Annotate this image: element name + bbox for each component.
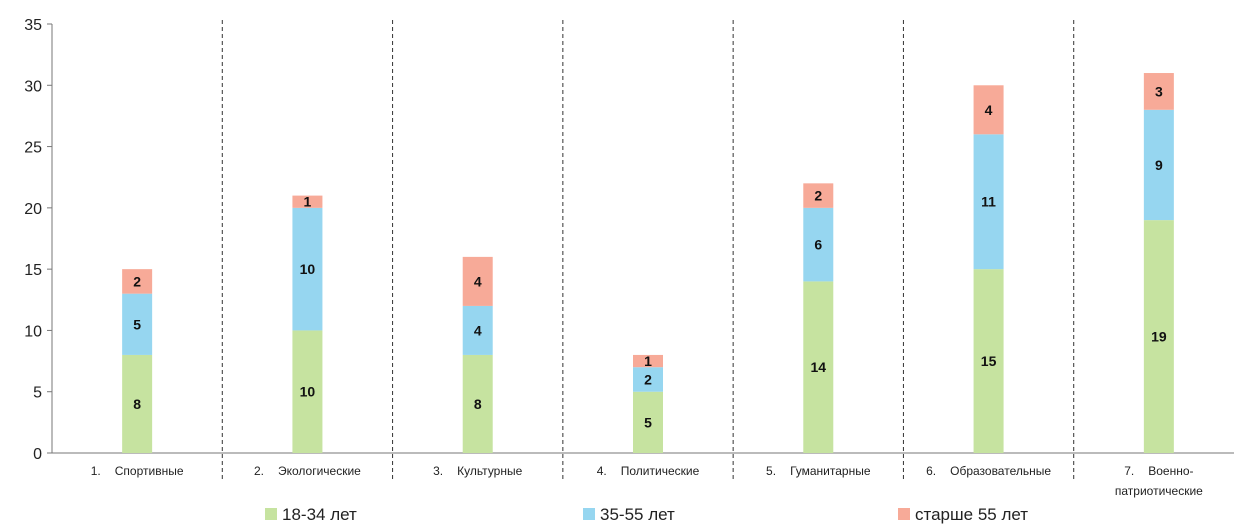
data-label: 1: [644, 353, 652, 369]
bar-segment: [292, 195, 323, 208]
bar-segment: [122, 269, 153, 294]
data-label: 14: [810, 359, 826, 375]
bar-segment: [1143, 220, 1174, 453]
data-label: 8: [133, 396, 141, 412]
y-tick-label: 20: [24, 201, 42, 218]
bar-segments: [122, 73, 1174, 453]
bar-segment: [803, 183, 834, 208]
legend-swatch: [265, 508, 277, 520]
data-label: 4: [474, 322, 482, 338]
y-tick-label: 30: [24, 78, 42, 95]
bar-segment: [973, 85, 1004, 135]
y-tick-label: 25: [24, 140, 42, 157]
bar-segment: [973, 269, 1004, 453]
data-label: 15: [981, 353, 997, 369]
x-tick-number: 1.: [91, 464, 101, 478]
legend: 18-34 лет 35-55 лет старше 55 лет: [265, 505, 1028, 524]
legend-label: старше 55 лет: [915, 505, 1028, 524]
data-label: 3: [1155, 83, 1163, 99]
x-tick-label: 5. Гуманитарные: [766, 464, 871, 478]
x-tick-number: 2.: [254, 464, 264, 478]
legend-label: 35-55 лет: [600, 505, 675, 524]
x-tick-label: 1. Спортивные: [91, 464, 184, 478]
y-tick-label: 5: [33, 385, 42, 402]
bar-segment: [1143, 73, 1174, 110]
data-label: 5: [133, 316, 141, 332]
x-tick-text-line-1: Военно-: [1148, 464, 1193, 478]
bar-segment: [633, 354, 663, 368]
bar-segment: [633, 367, 663, 392]
y-tick-label: 15: [24, 262, 42, 279]
x-tick-number: 5.: [766, 464, 776, 478]
bar-segment: [803, 281, 834, 453]
x-tick-text: Образовательные: [950, 464, 1051, 478]
bar-segment: [462, 354, 493, 453]
x-tick-text: Гуманитарные: [790, 464, 871, 478]
legend-swatch: [583, 508, 595, 520]
x-tick-number: 3.: [433, 464, 443, 478]
x-tick-label: 7. Военно-: [1124, 464, 1193, 478]
legend-swatch: [898, 508, 910, 520]
data-label: 5: [644, 414, 652, 430]
x-axis-tick-labels: 1. Спортивные 2. Экологические 3. Культурные 4…: [91, 464, 1203, 498]
bar-segment: [633, 391, 663, 453]
x-tick-text: Политические: [621, 464, 700, 478]
bar-segment: [292, 330, 323, 453]
bar-segment: [122, 293, 153, 355]
y-tick-label: 35: [24, 17, 42, 34]
bar-segment: [1143, 109, 1174, 221]
x-tick-label-line-2: патриотические: [1115, 484, 1203, 498]
data-label: 19: [1151, 329, 1167, 345]
y-tick-label: 10: [24, 323, 42, 340]
bar-segment: [462, 256, 493, 306]
x-tick-text: Спортивные: [115, 464, 184, 478]
data-label: 1: [304, 194, 312, 210]
bar-segment: [973, 134, 1004, 270]
y-axis-tick-labels: 0 5 10 15 20 25 30 35: [24, 17, 42, 463]
data-label: 8: [474, 396, 482, 412]
x-tick-number: 4.: [597, 464, 607, 478]
x-tick-label: 2. Экологические: [254, 464, 361, 478]
data-label: 2: [814, 188, 822, 204]
data-label: 10: [300, 261, 316, 277]
x-tick-number: 7.: [1124, 464, 1134, 478]
data-label: 11: [981, 194, 996, 210]
data-label: 9: [1155, 157, 1163, 173]
data-label: 4: [474, 273, 482, 289]
x-tick-text: Культурные: [457, 464, 522, 478]
bar-segment: [462, 305, 493, 355]
x-tick-label: 4. Политические: [597, 464, 700, 478]
y-tick-label: 0: [33, 446, 42, 463]
x-tick-label: 3. Культурные: [433, 464, 522, 478]
legend-label: 18-34 лет: [282, 505, 357, 524]
x-tick-label: 6. Образовательные: [926, 464, 1051, 478]
bar-segment: [292, 207, 323, 331]
data-label: 4: [985, 102, 993, 118]
data-label: 6: [814, 237, 822, 253]
x-tick-number: 6.: [926, 464, 936, 478]
bar-segment: [803, 207, 834, 282]
data-label: 2: [644, 371, 652, 387]
data-label: 10: [300, 384, 316, 400]
bar-segment: [122, 354, 153, 453]
data-label: 2: [133, 273, 141, 289]
x-tick-text: Экологические: [278, 464, 361, 478]
